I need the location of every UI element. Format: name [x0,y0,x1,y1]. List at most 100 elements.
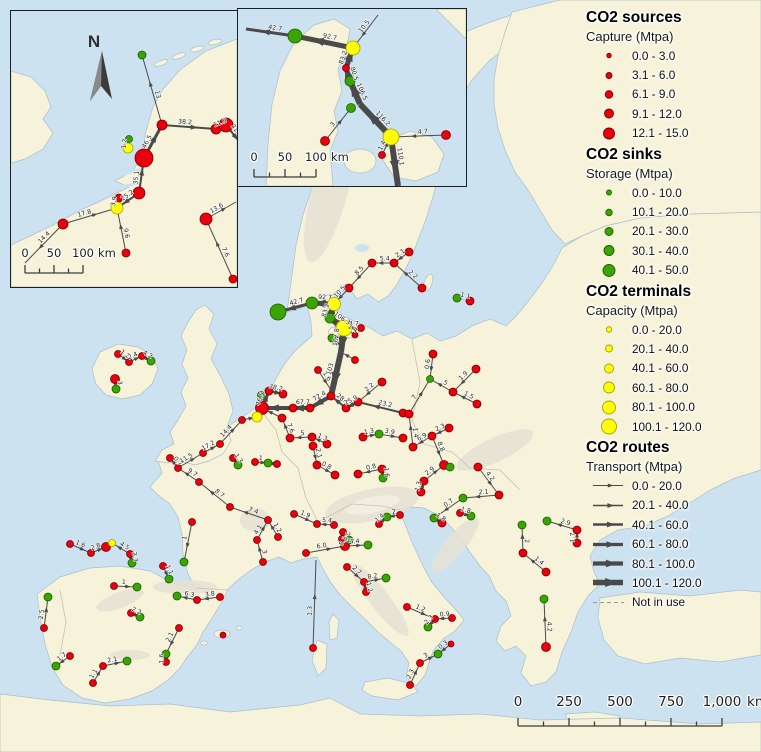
legend-item-label: 80.1 - 100.0 [632,400,695,415]
co2-route [431,435,445,466]
co2-source-point [389,258,399,268]
legend-section-subtitle: Capacity (Mtpa) [586,302,678,318]
legend-symbol-arrowhead-icon [607,502,615,508]
co2-route [324,107,352,142]
co2-route [522,552,547,573]
route-arrowhead-icon [313,397,324,407]
scale-bar-label: 0 [250,150,257,164]
co2-route [305,545,346,554]
legend-section-subtitle: Capture (Mtpa) [586,29,674,44]
route-flow-label: 1.2 [364,581,373,592]
co2-sink-point [146,356,156,366]
route-flow-label: 7.6 [220,246,230,258]
co2-sink-point [445,462,455,472]
route-arrowhead-icon [284,423,288,430]
legend-item: 20.1 - 30.0 [586,222,760,241]
co2-route [357,401,404,414]
legend-item: 100.1 - 120.0 [586,573,760,592]
route-flow-label: 1.4 [411,427,419,438]
co2-source-point [353,469,363,479]
legend-item: 80.1 - 100.0 [586,397,760,416]
co2-terminal-point [327,297,341,311]
scale-bar-unit: km [98,246,116,260]
co2-sink-point [344,75,356,87]
route-arrowhead-icon [460,379,466,385]
legend-item: 12.1 - 15.0 [586,124,760,143]
lake [355,244,369,252]
legend-symbol-circle-icon [602,400,616,415]
co2-route [43,596,49,629]
legend-symbol-arrowhead-icon [605,559,617,568]
route-arrowhead-icon [59,659,65,664]
co2-source-point [441,130,451,140]
route-flow-label: 1.3 [307,606,314,616]
co2-route [245,27,296,38]
legend-item: 40.1 - 60.0 [586,359,760,378]
legend-item-label: 20.1 - 30.0 [632,224,689,239]
legend-item: 3.1 - 6.0 [586,65,760,84]
co2-source-point [417,283,427,293]
co2-source-point [330,470,340,480]
co2-source-point [444,423,454,433]
route-flow-label: 1.6 [382,467,390,478]
route-flow-label: 3.9 [110,196,119,207]
legend-symbol-circle-icon [605,326,613,333]
co2-sink-point [135,612,145,622]
co2-source-point [447,640,455,648]
co2-sink-point [132,582,142,592]
co2-route [165,627,180,655]
route-flow-label: 23.2 [377,399,392,409]
legend-item: 9.1 - 12.0 [586,104,760,123]
route-flow-label: 4.4 [349,538,359,545]
route-arrowhead-icon [220,207,227,212]
route-arrowhead-icon [364,469,371,474]
route-flow-label: 1 [122,579,126,586]
route-arrowhead-icon [356,274,362,280]
co2-route [452,391,478,405]
route-arrowhead-icon [322,378,328,385]
route-arrowhead-icon [556,523,563,528]
co2-route [24,223,64,264]
legend-item-label: 20.1 - 40.0 [632,341,689,356]
co2-sink-point [363,540,373,550]
legend-item-label: 40.1 - 60.0 [632,361,689,376]
route-flow-label: 17.8 [77,208,92,219]
route-arrowhead-icon [261,29,271,36]
co2-route [393,262,423,289]
co2-route [312,559,317,649]
route-arrowhead-icon [38,243,44,250]
route-flow-label: 2.9 [343,532,351,543]
co2-source-point [156,119,168,131]
co2-terminal-point [382,128,400,146]
co2-source-point [448,614,456,622]
route-flow-label: 92.7 [322,32,337,42]
legend-item: 0.0 - 20.0 [586,476,760,495]
route-flow-label: 9.6 [122,228,131,239]
route-arrowhead-icon [436,382,443,388]
legend-item: 60.1 - 80.0 [586,534,760,553]
route-arrowhead-icon [91,213,98,218]
route-flow-label: 8.8 [435,441,445,453]
co2-source-point [101,542,111,552]
legend-item-label: 3.1 - 6.0 [632,68,676,83]
route-arrowhead-icon [210,446,216,451]
route-flow-label: 7 [411,394,419,401]
legend-item-label: 100.1 - 120.0 [632,419,702,434]
route-arrowhead-icon [530,558,536,564]
legend-section-title: CO2 sinks [586,145,662,163]
route-flow-label: 4.2 [545,622,552,632]
route-arrowhead-icon [203,596,209,601]
legend-item: Not in use [586,593,760,612]
route-flow-label: 2.1 [478,489,489,497]
inset-landmass [265,9,466,186]
co2-source-point [302,549,310,557]
co2-route [205,218,234,280]
route-flow-label: 7.4 [247,506,259,516]
scale-bar-label: 100 [305,150,327,164]
co2-route [183,521,193,563]
scale-bar-label: 100 [72,246,94,260]
route-arrowhead-icon [96,670,101,676]
co2-sink-point [51,661,61,671]
north-label: N [88,32,100,51]
route-arrowhead-icon [343,353,350,359]
